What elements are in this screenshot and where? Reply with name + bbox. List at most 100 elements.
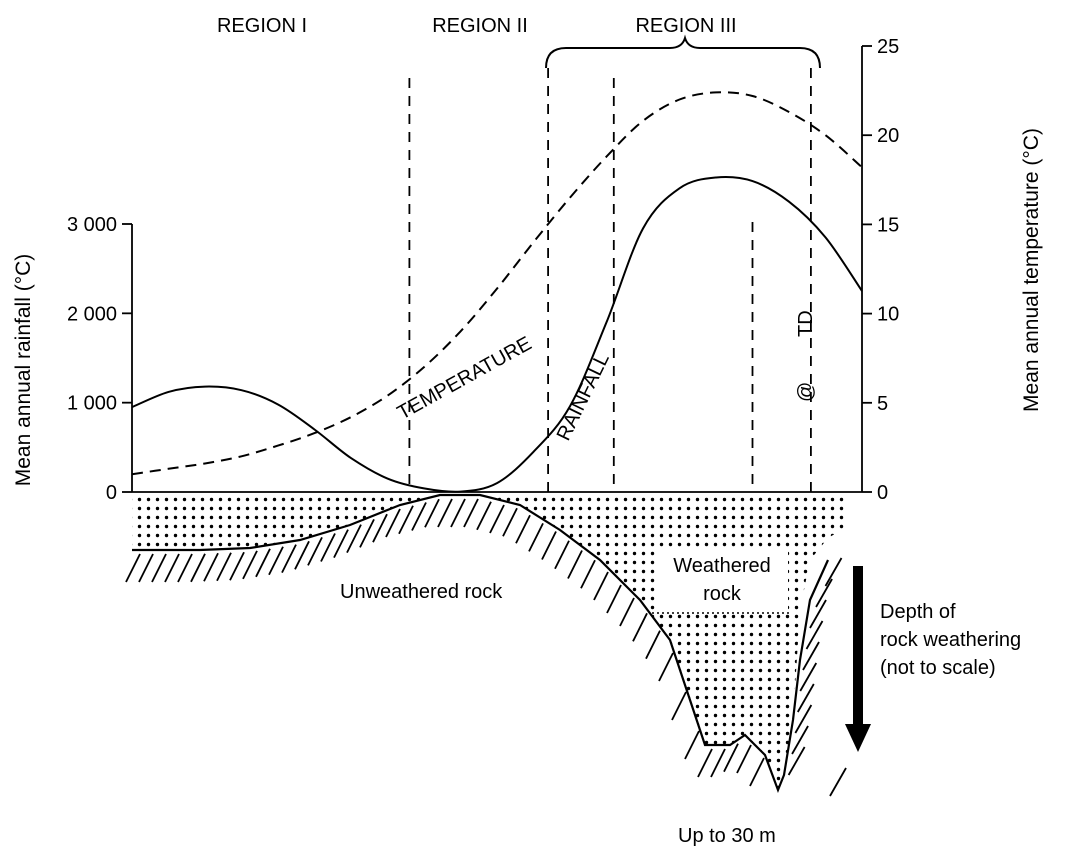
hatch-line bbox=[632, 612, 648, 642]
hatch-line bbox=[799, 662, 818, 692]
hatch-line bbox=[787, 746, 806, 776]
hatch-line bbox=[809, 599, 827, 629]
hatch-line bbox=[684, 730, 700, 760]
hatch-line bbox=[710, 748, 726, 778]
hatch-line bbox=[489, 504, 505, 534]
hatch-line bbox=[802, 641, 820, 671]
weathered-rock-label-line2: rock bbox=[703, 583, 742, 605]
hatch-line bbox=[723, 743, 739, 773]
right-axis-ticks: 0 5 10 15 20 25 bbox=[862, 36, 899, 504]
weathered-rock-label-bg bbox=[655, 550, 788, 612]
left-tick-label: 0 bbox=[106, 482, 117, 504]
hatch-line bbox=[619, 597, 635, 627]
hatch-line bbox=[645, 630, 661, 660]
depth-label-line1: Depth of bbox=[880, 601, 956, 623]
left-axis-title: Mean annual rainfall (°C) bbox=[12, 254, 35, 487]
left-tick-label: 1 000 bbox=[67, 393, 117, 415]
weathering-profile bbox=[125, 493, 847, 797]
hatch-line bbox=[736, 744, 752, 774]
hatch-line bbox=[424, 498, 440, 528]
region-iii-brace bbox=[545, 34, 821, 69]
hatch-line bbox=[216, 552, 232, 582]
hatch-line bbox=[151, 553, 167, 583]
right-tick-label: 25 bbox=[877, 36, 899, 58]
region-boundaries bbox=[408, 68, 812, 492]
axes: 0 1 000 2 000 3 000 0 5 10 15 20 25 bbox=[67, 36, 899, 504]
hatch-line bbox=[398, 505, 414, 535]
hatch-line bbox=[797, 683, 815, 713]
hatch-line bbox=[190, 553, 206, 583]
right-tick-label: 15 bbox=[877, 214, 899, 236]
hatch-line bbox=[177, 553, 193, 583]
hatch-line bbox=[242, 550, 258, 580]
hatch-line bbox=[281, 544, 297, 574]
hatch-line bbox=[697, 748, 713, 778]
hatch-line bbox=[320, 533, 336, 562]
depth-label-line2: rock weathering bbox=[880, 629, 1021, 651]
hatch-line bbox=[593, 571, 609, 601]
weathered-rock-label-line1: Weathered bbox=[673, 555, 770, 577]
hatch-line bbox=[203, 552, 219, 582]
unweathered-rock-label: Unweathered rock bbox=[340, 581, 503, 603]
rainfall-line bbox=[131, 176, 863, 493]
right-tick-label: 20 bbox=[877, 125, 899, 147]
hatch-line bbox=[658, 652, 674, 682]
marker-td: TD bbox=[795, 310, 817, 337]
right-tick-label: 0 bbox=[877, 482, 888, 504]
marker-at: @ bbox=[795, 382, 817, 402]
hatch-line bbox=[268, 546, 284, 576]
right-tick-label: 10 bbox=[877, 304, 899, 326]
rainfall-curve-label: RAINFALL bbox=[553, 350, 614, 445]
hatch-line bbox=[346, 524, 362, 554]
hatch-line bbox=[359, 518, 375, 548]
hatch-line bbox=[528, 522, 544, 552]
hatch-line bbox=[567, 550, 583, 579]
hatch-line bbox=[824, 557, 843, 587]
region-label-ii: REGION II bbox=[432, 15, 528, 37]
hatch-line bbox=[815, 578, 833, 608]
series bbox=[131, 91, 863, 493]
hatch-line bbox=[805, 620, 824, 650]
hatch-line bbox=[255, 548, 271, 578]
hatch-line bbox=[138, 553, 154, 583]
temperature-line bbox=[131, 91, 863, 476]
region-label-iii: REGION III bbox=[635, 15, 736, 37]
hatch-line bbox=[463, 498, 479, 528]
depth-label-line3: (not to scale) bbox=[880, 657, 996, 679]
hatch-line bbox=[372, 513, 388, 543]
hatch-line bbox=[437, 498, 453, 528]
depth-arrow bbox=[845, 566, 871, 752]
region-label-i: REGION I bbox=[217, 15, 307, 37]
hatch-line bbox=[580, 559, 596, 589]
hatch-line bbox=[476, 501, 492, 531]
hatch-line bbox=[333, 529, 349, 559]
right-axis-title: Mean annual temperature (°C) bbox=[1020, 128, 1043, 412]
hatch-line bbox=[515, 514, 531, 544]
hatch-line bbox=[554, 540, 570, 570]
left-tick-label: 3 000 bbox=[67, 214, 117, 236]
temperature-curve-label: TEMPERATURE bbox=[394, 333, 536, 425]
hatch-line bbox=[541, 531, 557, 560]
hatch-line bbox=[164, 553, 180, 583]
hatch-line bbox=[450, 498, 466, 528]
hatch-line bbox=[229, 551, 245, 581]
hatch-line bbox=[385, 508, 401, 538]
hatch-line bbox=[502, 507, 518, 537]
rock-surface-line bbox=[132, 493, 830, 794]
left-tick-label: 2 000 bbox=[67, 303, 117, 325]
max-depth-label: Up to 30 m bbox=[678, 825, 776, 847]
unweathered-rock-hatching bbox=[125, 498, 847, 797]
hatch-line bbox=[307, 536, 323, 566]
hatch-line bbox=[829, 767, 847, 797]
hatch-line bbox=[794, 704, 813, 734]
right-tick-label: 5 bbox=[877, 393, 888, 415]
hatch-line bbox=[791, 725, 809, 755]
hatch-line bbox=[606, 584, 622, 614]
left-axis-ticks: 0 1 000 2 000 3 000 bbox=[67, 214, 132, 504]
hatch-line bbox=[671, 691, 687, 721]
hatch-line bbox=[294, 540, 310, 570]
hatch-line bbox=[749, 757, 765, 787]
hatch-line bbox=[411, 502, 427, 531]
weathered-zone-dots bbox=[132, 495, 845, 790]
